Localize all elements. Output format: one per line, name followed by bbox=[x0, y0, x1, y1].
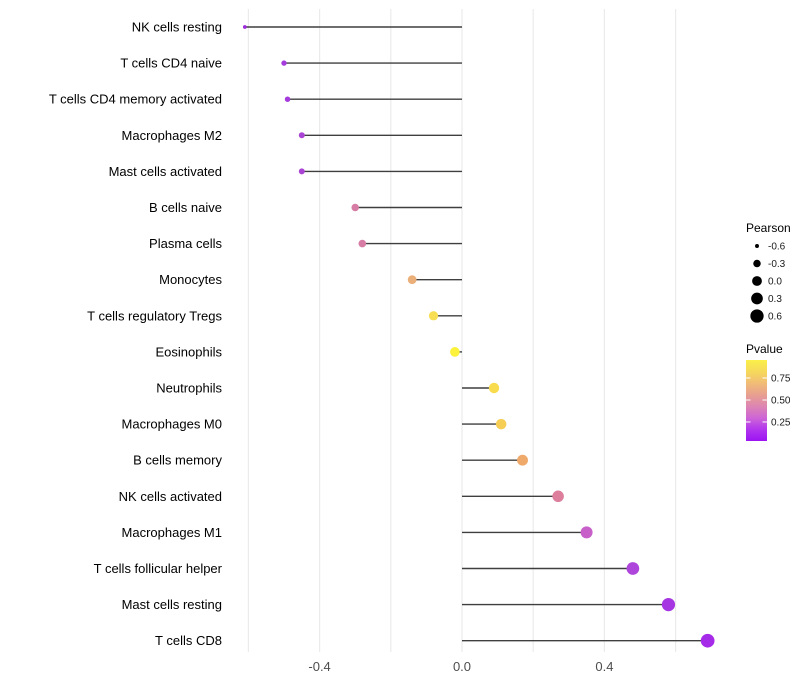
category-label: NK cells activated bbox=[119, 489, 222, 504]
pearson-legend-label: 0.3 bbox=[768, 294, 782, 305]
lollipop-dot bbox=[552, 490, 564, 503]
lollipop-dot bbox=[428, 311, 439, 321]
lollipop-dot bbox=[661, 598, 676, 612]
category-label: Plasma cells bbox=[149, 236, 222, 251]
pvalue-colorbar bbox=[746, 360, 767, 441]
category-label: Monocytes bbox=[159, 272, 222, 287]
pearson-legend-dot bbox=[753, 259, 761, 268]
pearson-legend-dot bbox=[751, 292, 763, 305]
pvalue-legend-label: 0.75 bbox=[771, 373, 791, 384]
lollipop-dot bbox=[626, 562, 640, 575]
category-label: NK cells resting bbox=[132, 20, 222, 35]
x-tick-label: -0.4 bbox=[308, 659, 330, 674]
lollipop-dot bbox=[580, 526, 593, 539]
category-label: Mast cells resting bbox=[122, 597, 222, 612]
lollipop-dot bbox=[495, 418, 507, 430]
category-label: T cells CD4 memory activated bbox=[49, 92, 222, 107]
pearson-legend-label: -0.6 bbox=[768, 242, 786, 253]
lollipop-dot bbox=[281, 60, 287, 66]
category-label: Macrophages M0 bbox=[122, 417, 222, 432]
lollipop-dot bbox=[450, 347, 460, 357]
category-label: T cells CD8 bbox=[155, 633, 222, 648]
category-label: Neutrophils bbox=[156, 381, 222, 396]
pearson-legend-label: -0.3 bbox=[768, 259, 786, 270]
lollipop-dot bbox=[298, 132, 305, 139]
pearson-legend-label: 0.6 bbox=[768, 312, 782, 323]
category-label: T cells CD4 naive bbox=[120, 56, 222, 71]
pvalue-legend-label: 0.50 bbox=[771, 396, 791, 407]
x-tick-label: 0.0 bbox=[453, 659, 471, 674]
pearson-legend-label: 0.0 bbox=[768, 277, 782, 288]
lollipop-dot bbox=[407, 275, 417, 285]
x-tick-label: 0.4 bbox=[595, 659, 613, 674]
category-label: Macrophages M2 bbox=[122, 128, 222, 143]
pearson-legend-title: Pearson bbox=[746, 221, 791, 235]
lollipop-dot bbox=[351, 203, 359, 212]
category-label: B cells memory bbox=[133, 453, 222, 468]
lollipop-dot bbox=[517, 454, 528, 466]
lollipop-dot bbox=[284, 96, 291, 102]
pvalue-legend-title: Pvalue bbox=[746, 342, 783, 356]
pearson-legend-dot bbox=[755, 244, 759, 248]
category-label: Mast cells activated bbox=[109, 164, 222, 179]
pvalue-legend-label: 0.25 bbox=[771, 417, 791, 428]
category-label: Macrophages M1 bbox=[122, 525, 222, 540]
lollipop-dot bbox=[298, 168, 305, 175]
pearson-legend-dot bbox=[752, 276, 762, 286]
lollipop-dot bbox=[700, 633, 715, 648]
category-label: Eosinophils bbox=[156, 344, 223, 359]
category-label: B cells naive bbox=[149, 200, 222, 215]
category-label: T cells regulatory Tregs bbox=[87, 308, 222, 323]
pearson-legend-dot bbox=[750, 309, 764, 323]
category-label: T cells follicular helper bbox=[94, 561, 223, 576]
lollipop-dot bbox=[358, 239, 367, 248]
lollipop-dot bbox=[242, 25, 247, 29]
lollipop-dot bbox=[488, 382, 500, 394]
